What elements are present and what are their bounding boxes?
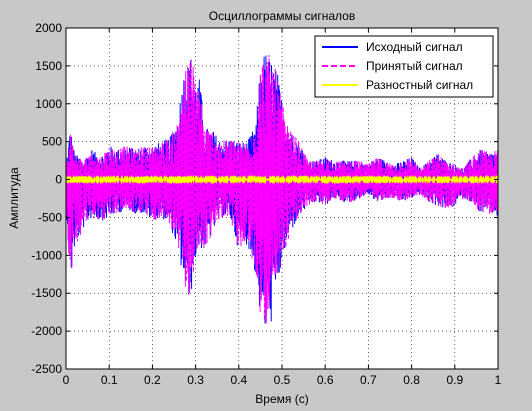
y-tick-label: -2500 xyxy=(31,362,62,376)
y-tick-label: 2000 xyxy=(35,21,62,35)
x-tick-label: 0.8 xyxy=(403,373,420,387)
x-tick-label: 0.7 xyxy=(360,373,377,387)
legend: Исходный сигнал Принятый сигнал Разностн… xyxy=(314,35,494,98)
y-tick-label: 1500 xyxy=(35,59,62,73)
series-line-2 xyxy=(65,174,499,185)
plot-area xyxy=(65,54,499,324)
chart-title: Осциллограммы сигналов xyxy=(209,9,355,23)
legend-label-difference: Разностный сигнал xyxy=(366,78,473,92)
x-tick-label: 0.1 xyxy=(101,373,118,387)
y-axis-label: Амплитуда xyxy=(7,167,21,229)
x-tick-label: 0.2 xyxy=(144,373,161,387)
y-tick-label: 0 xyxy=(55,173,62,187)
y-tick-label: 1000 xyxy=(35,97,62,111)
y-tick-label: 500 xyxy=(42,135,62,149)
y-tick-label: -1000 xyxy=(31,248,62,262)
legend-label-original: Исходный сигнал xyxy=(366,40,463,54)
x-tick-label: 0 xyxy=(63,373,70,387)
x-axis-label: Время (с) xyxy=(255,392,308,406)
x-tick-label: 0.9 xyxy=(446,373,463,387)
y-tick-label: -2000 xyxy=(31,324,62,338)
y-tick-label: -500 xyxy=(38,210,62,224)
x-tick-label: 0.6 xyxy=(317,373,334,387)
y-tick-label: -1500 xyxy=(31,286,62,300)
x-tick-label: 1 xyxy=(495,373,502,387)
x-tick-label: 0.3 xyxy=(187,373,204,387)
series-line-1 xyxy=(65,54,499,324)
x-tick-label: 0.5 xyxy=(274,373,291,387)
axis-ticks: 0 0.1 0.2 0.3 0.4 0.5 0.6 0.7 0.8 0.9 1 -2500 -2000 -… xyxy=(31,21,501,387)
legend-label-received: Принятый сигнал xyxy=(366,59,463,73)
x-tick-label: 0.4 xyxy=(230,373,247,387)
